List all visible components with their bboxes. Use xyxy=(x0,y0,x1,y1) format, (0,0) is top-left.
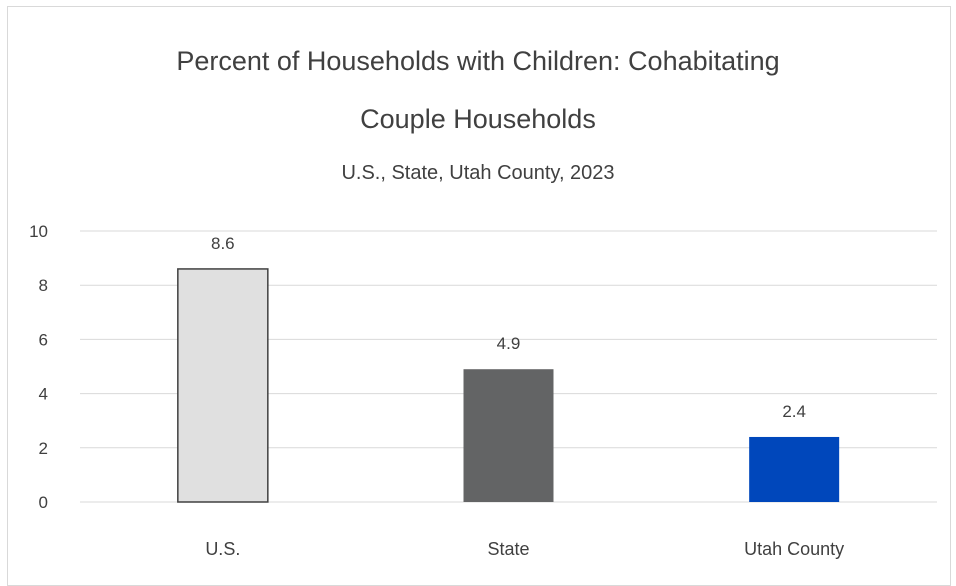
category-labels: U.S. State Utah County xyxy=(205,539,844,559)
y-axis-ticks: 0 2 4 6 8 10 xyxy=(29,222,48,512)
chart-title-line2: Couple Households xyxy=(360,104,596,134)
chart-title-line1: Percent of Households with Children: Coh… xyxy=(176,46,780,76)
data-label: 4.9 xyxy=(497,334,521,353)
bars xyxy=(177,268,840,503)
y-tick-label: 10 xyxy=(29,222,48,241)
y-tick-label: 8 xyxy=(39,276,48,295)
y-tick-label: 2 xyxy=(39,439,48,458)
x-category-label: U.S. xyxy=(205,539,240,559)
y-tick-label: 6 xyxy=(39,330,48,349)
x-category-label: State xyxy=(487,539,529,559)
data-labels: 8.6 4.9 2.4 xyxy=(211,234,806,421)
y-tick-label: 0 xyxy=(39,493,48,512)
bar-u-s xyxy=(177,268,269,503)
bar-state xyxy=(463,369,554,502)
data-label: 8.6 xyxy=(211,234,235,253)
y-tick-label: 4 xyxy=(39,385,48,404)
bar-utah-county xyxy=(749,436,840,502)
x-category-label: Utah County xyxy=(744,539,844,559)
chart-subtitle: U.S., State, Utah County, 2023 xyxy=(341,162,615,184)
data-label: 2.4 xyxy=(782,402,806,421)
